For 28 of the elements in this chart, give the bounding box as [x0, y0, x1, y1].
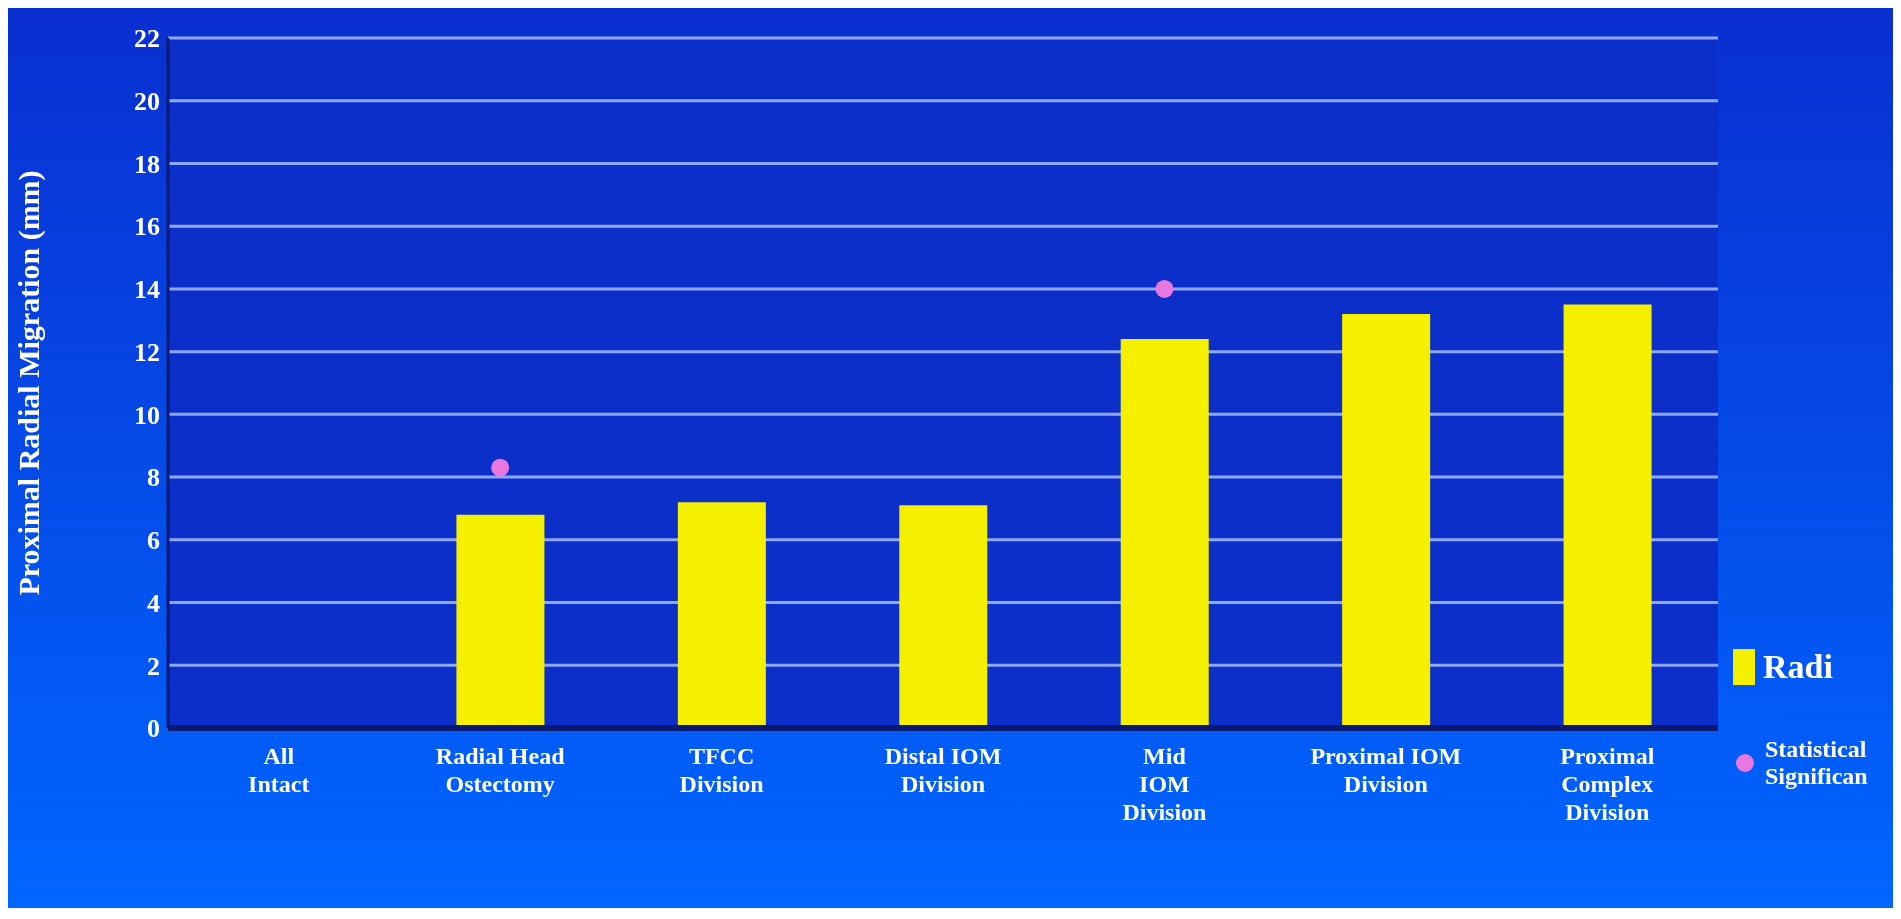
- x-tick-label: Proximal IOM Division: [1310, 743, 1462, 797]
- y-tick-label: 2: [147, 651, 160, 681]
- x-tick-label: Distal IOM Division: [884, 743, 1002, 797]
- y-tick-label: 18: [134, 149, 160, 179]
- bar: [899, 505, 988, 728]
- legend-label: Radi: [1763, 648, 1833, 686]
- x-tick-label: TFCC Division: [679, 743, 764, 797]
- bar: [1563, 304, 1652, 728]
- bar: [1120, 339, 1209, 728]
- bar: [677, 502, 766, 728]
- y-tick-label: 8: [147, 463, 160, 493]
- x-tick-label: Proximal Complex Division: [1560, 743, 1655, 825]
- y-axis-title: Proximal Radial Migration (mm): [11, 170, 46, 596]
- y-tick-label: 22: [134, 24, 160, 54]
- x-tick-label: Mid IOM Division: [1122, 743, 1207, 825]
- y-tick-label: 14: [134, 275, 160, 305]
- legend-label: Statistical Significan: [1765, 736, 1869, 790]
- y-tick-label: 10: [134, 400, 160, 430]
- y-tick-label: 12: [134, 337, 160, 367]
- y-tick-label: 6: [147, 526, 160, 556]
- y-tick-label: 0: [147, 714, 160, 744]
- y-tick-label: 20: [134, 86, 160, 116]
- y-tick-label: 16: [134, 212, 160, 242]
- x-tick-label: Radial Head Ostectomy: [435, 743, 566, 797]
- bar: [1342, 314, 1431, 728]
- y-tick-label: 4: [147, 588, 160, 618]
- bar: [456, 514, 545, 728]
- x-tick-label: All Intact: [248, 743, 310, 797]
